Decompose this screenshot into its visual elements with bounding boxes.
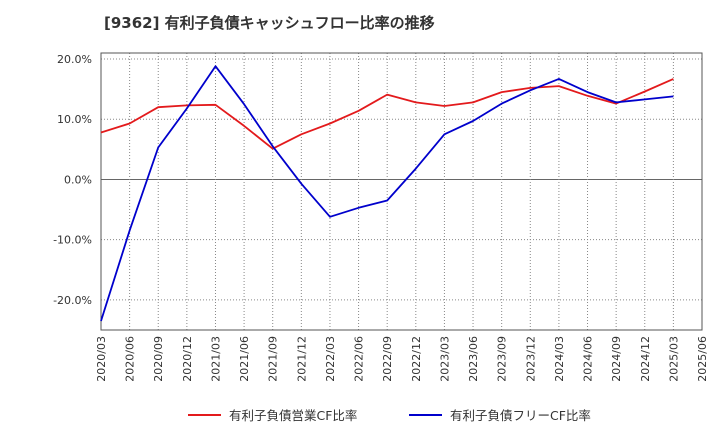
x-tick-label: 2021/03 — [209, 336, 222, 382]
x-tick-label: 2021/09 — [267, 336, 280, 382]
x-tick-label: 2020/06 — [124, 336, 137, 382]
y-tick-label: 10.0% — [57, 113, 92, 126]
x-tick-label: 2022/12 — [410, 336, 423, 382]
x-tick-label: 2024/12 — [639, 336, 652, 382]
x-tick-label: 2024/03 — [553, 336, 566, 382]
x-tick-label: 2024/09 — [610, 336, 623, 382]
x-tick-label: 2023/03 — [438, 336, 451, 382]
y-tick-label: 0.0% — [64, 173, 92, 186]
x-tick-label: 2020/03 — [95, 336, 108, 382]
legend-label-2: 有利子負債フリーCF比率 — [450, 408, 591, 423]
y-tick-label: -20.0% — [53, 294, 92, 307]
x-axis: 2020/03 2020/06 2020/09 2020/12 2021/03 2021/… — [95, 336, 709, 382]
x-tick-label: 2020/12 — [181, 336, 194, 382]
x-tick-label: 2022/09 — [381, 336, 394, 382]
x-tick-label: 2023/09 — [496, 336, 509, 382]
grid — [101, 53, 702, 330]
x-tick-label: 2024/06 — [582, 336, 595, 382]
x-tick-label: 2025/06 — [696, 336, 709, 382]
legend-label-1: 有利子負債営業CF比率 — [229, 408, 357, 423]
x-tick-label: 2023/12 — [524, 336, 537, 382]
series-lines — [100, 65, 674, 322]
plot-area — [100, 52, 703, 331]
y-tick-label: -10.0% — [53, 234, 92, 247]
y-axis: 20.0% 10.0% 0.0% -10.0% -20.0% — [53, 53, 92, 307]
y-tick-label: 20.0% — [57, 53, 92, 66]
x-tick-label: 2025/03 — [667, 336, 680, 382]
x-tick-label: 2021/06 — [238, 336, 251, 382]
x-tick-label: 2021/12 — [295, 336, 308, 382]
x-tick-label: 2022/06 — [353, 336, 366, 382]
chart-title: [9362] 有利子負債キャッシュフロー比率の推移 — [104, 14, 435, 32]
x-tick-label: 2022/03 — [324, 336, 337, 382]
x-tick-label: 2020/09 — [152, 336, 165, 382]
legend: 有利子負債営業CF比率 有利子負債フリーCF比率 — [188, 408, 591, 423]
series-line-1 — [100, 78, 674, 150]
series-line-2 — [100, 65, 674, 322]
x-tick-label: 2023/06 — [467, 336, 480, 382]
